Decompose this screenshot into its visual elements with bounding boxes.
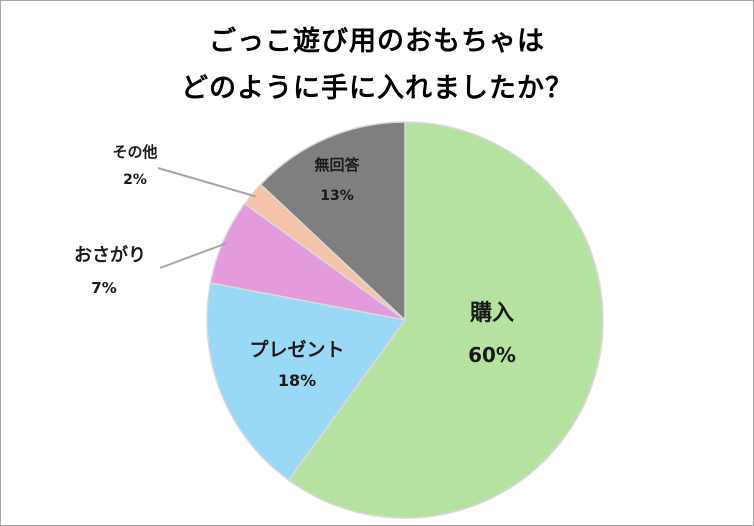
slice-label-present: プレゼント [249,338,344,361]
slice-purchase [287,121,604,519]
chart-title-line-1: ごっこ遊び用のおもちゃは [209,26,545,57]
pie-slices [206,121,604,519]
chart-title-line-2: どのように手に入れましたか？ [181,73,573,104]
chart-title: ごっこ遊び用のおもちゃは どのように手に入れましたか？ [0,18,754,112]
slice-value-purchase: 60% [468,343,516,367]
leader-line-hand-me-down [159,242,228,269]
slice-value-no-answer: 13% [320,188,354,204]
slice-label-no-answer: 無回答 [314,156,360,174]
slice-label-hand-me-down: おさがり [74,244,146,266]
slice-value-present: 18% [278,371,316,390]
slice-value-hand-me-down: 7% [91,279,116,297]
slice-no-answer [259,121,406,322]
leader-lines [157,167,256,269]
leader-line-other [157,167,256,198]
slice-value-other: 2% [123,172,147,188]
slice-label-other: その他 [112,143,157,161]
slice-present [206,282,407,482]
slice-label-purchase: 購入 [470,301,514,326]
